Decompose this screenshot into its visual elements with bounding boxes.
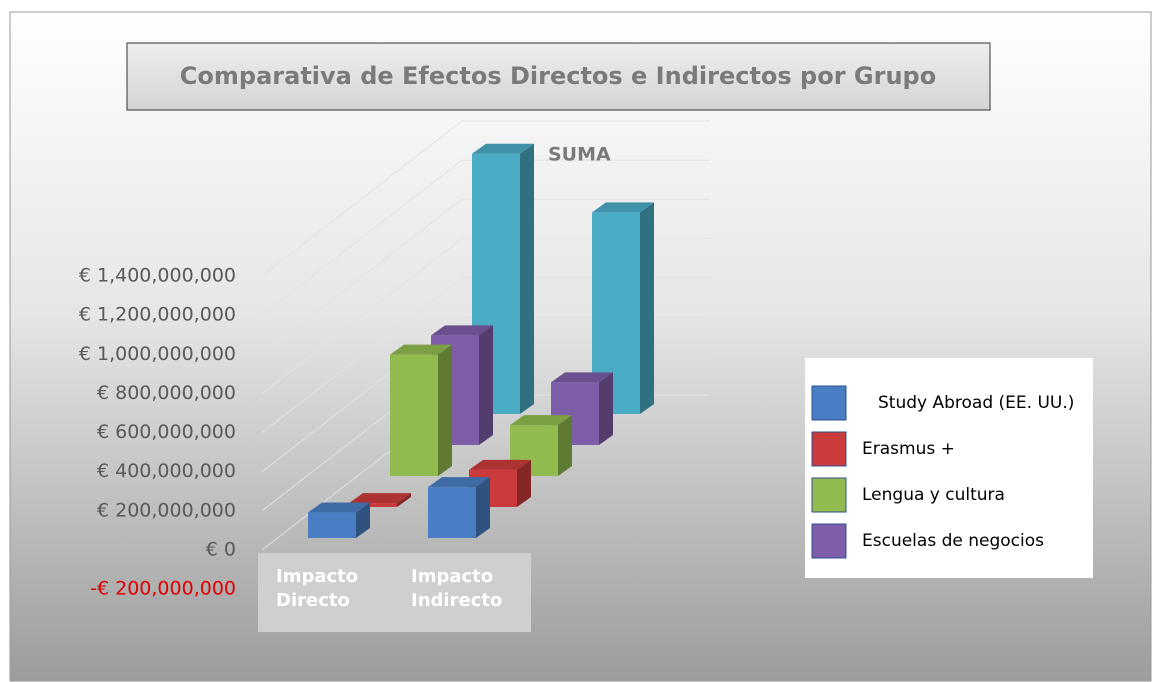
legend-label: Study Abroad (EE. UU.): [878, 393, 1074, 413]
bar-front: [308, 512, 356, 538]
y-tick-label: € 0: [206, 539, 236, 561]
depth-label: SUMA: [548, 144, 611, 166]
bar-top: [390, 344, 452, 355]
y-tick-label: € 600,000,000: [97, 421, 236, 443]
bar-top: [308, 502, 370, 513]
bar-top: [592, 202, 654, 213]
grid-line: [261, 159, 710, 316]
bar-top: [472, 143, 534, 154]
bar-front: [428, 487, 476, 538]
chart-title: Comparativa de Efectos Directos e Indire…: [180, 62, 936, 90]
bar-top: [428, 477, 490, 488]
y-tick-label: € 1,400,000,000: [79, 265, 236, 287]
bar-top: [469, 459, 531, 470]
x-tick-label: Impacto Indirecto: [411, 566, 503, 611]
grid-line: [261, 198, 710, 355]
bar-side: [438, 344, 452, 476]
bar-top: [431, 325, 493, 336]
y-tick-label: € 800,000,000: [97, 382, 236, 404]
category-box: [258, 553, 531, 632]
bar-front: [390, 354, 438, 476]
bar-side: [397, 493, 411, 507]
y-tick-label: € 200,000,000: [97, 499, 236, 521]
bar-top: [510, 415, 572, 426]
legend-swatch: [811, 523, 847, 559]
bar-side: [479, 325, 493, 445]
bar-side: [558, 415, 572, 476]
legend-swatch: [811, 477, 847, 513]
bar-side: [640, 202, 654, 414]
legend-label: Escuelas de negocios: [862, 531, 1044, 551]
y-tick-label: € 400,000,000: [97, 460, 236, 482]
x-tick-label: Impacto Directo: [276, 566, 359, 611]
bar-side: [517, 459, 531, 507]
bar-side: [356, 502, 370, 538]
bar-front: [349, 503, 397, 507]
grid-line: [261, 120, 710, 277]
legend-swatch: [811, 385, 847, 421]
bar-side: [520, 143, 534, 414]
title-box: [126, 42, 991, 111]
y-tick-label: € 1,200,000,000: [79, 304, 236, 326]
bar-top: [349, 493, 411, 504]
y-tick-label: -€ 200,000,000: [90, 578, 236, 600]
bar-top: [551, 372, 613, 383]
bar-side: [476, 477, 490, 538]
legend-swatch: [811, 431, 847, 467]
legend-label: Lengua y cultura: [862, 485, 1005, 505]
legend: [805, 358, 1093, 578]
legend-label: Erasmus +: [862, 439, 955, 459]
y-tick-label: € 1,000,000,000: [79, 343, 236, 365]
bar-side: [599, 372, 613, 445]
